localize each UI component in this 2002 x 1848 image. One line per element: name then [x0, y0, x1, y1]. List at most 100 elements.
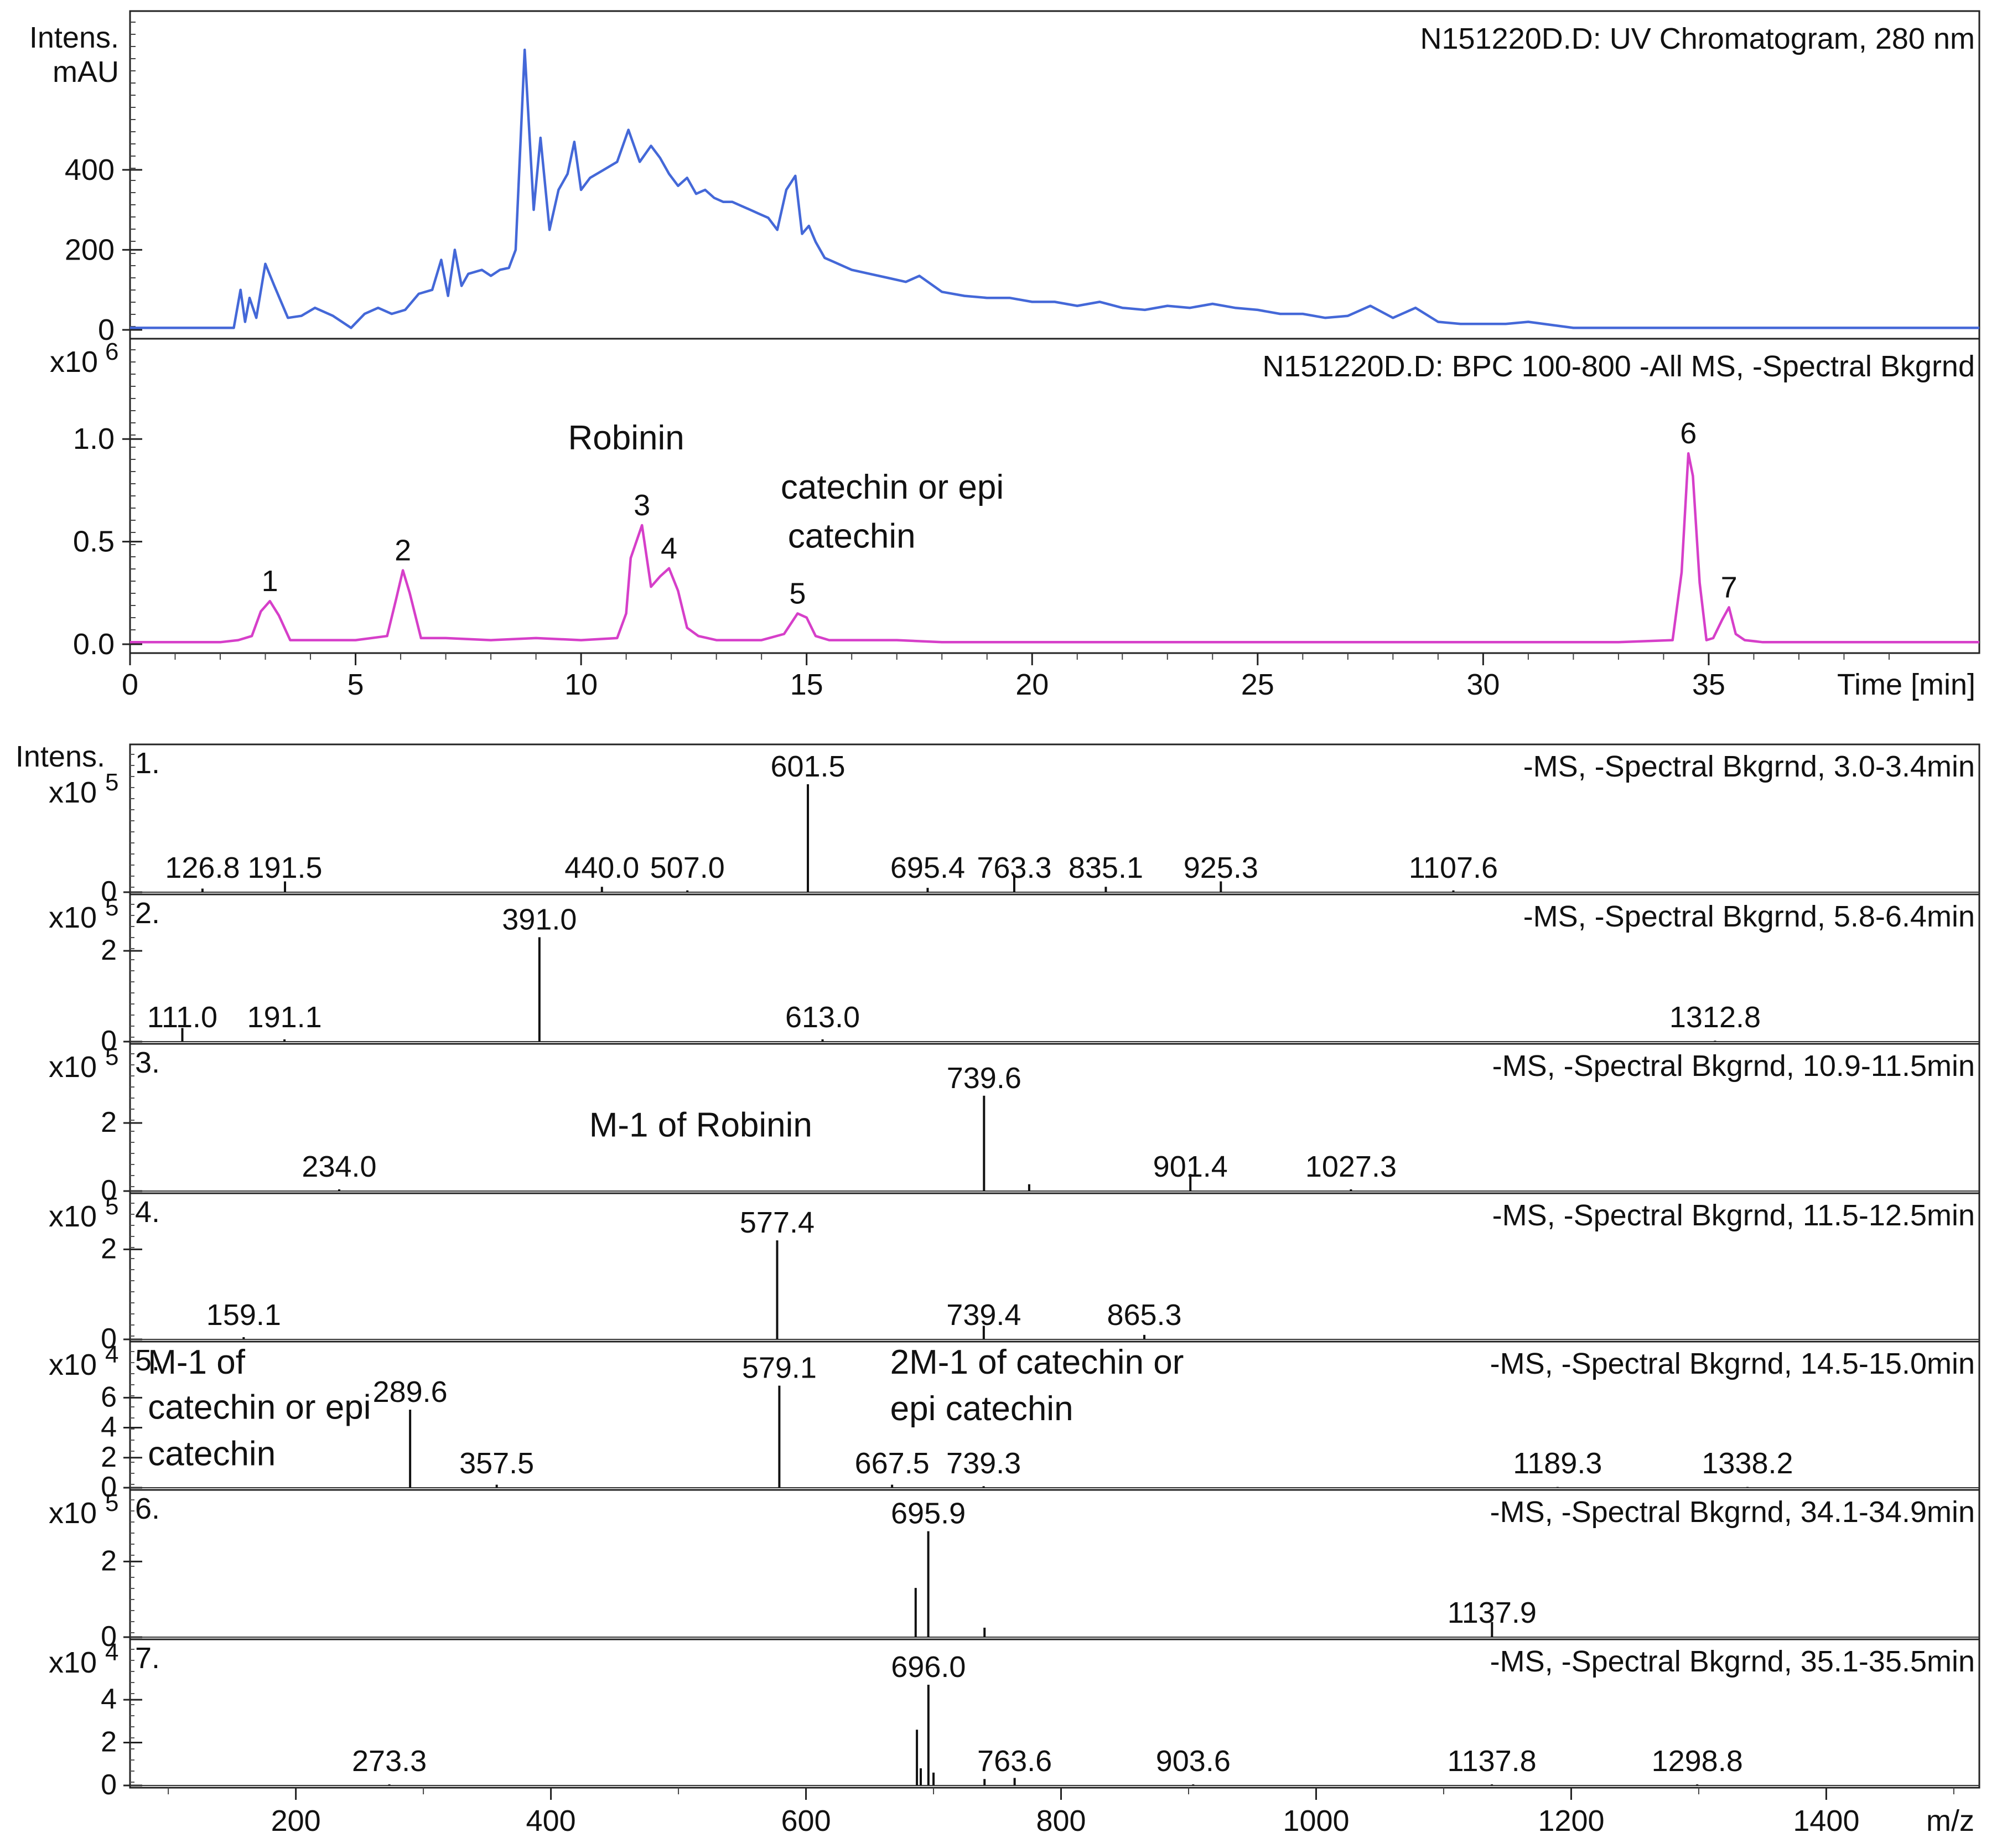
ms3-annotation: M-1 of Robinin: [589, 1106, 812, 1145]
mz-xtick-label: 400: [526, 1804, 576, 1837]
ms1-peak-label: 1107.6: [1409, 851, 1498, 884]
ms3-peak-label: 234.0: [302, 1150, 376, 1183]
ms6-title: -MS, -Spectral Bkgrnd, 34.1-34.9min: [1490, 1495, 1975, 1529]
bpc-panel: 0.0 0.5 1.0 N151220D.D: BPC 100-800 -All MS…: [50, 338, 1980, 701]
bpc-title: N151220D.D: BPC 100-800 -All MS, -Spectr…: [1262, 350, 1975, 383]
ms7-ytick-label: 2: [101, 1726, 117, 1758]
ms5-annotation: epi catechin: [890, 1390, 1073, 1428]
ms5-yexp: 4: [105, 1341, 118, 1368]
ms1-peak-label: 763.3: [977, 851, 1051, 884]
ms7-peak-label: 763.6: [977, 1745, 1052, 1778]
ms5-ytick-label: 2: [101, 1441, 117, 1473]
ms7-spectrum-number: 7.: [135, 1642, 160, 1675]
ms1-spectrum-number: 1.: [135, 747, 160, 780]
ms4-yexp: 5: [105, 1193, 118, 1220]
bpc-ytick-label: 0.0: [73, 628, 115, 661]
ms3-peak-label: 1027.3: [1305, 1150, 1397, 1183]
ms7-yexp: 4: [105, 1639, 118, 1666]
mz-xtick-label: 200: [271, 1804, 321, 1837]
mz-xtick-label: 1400: [1793, 1804, 1859, 1837]
ms3-peak-label: 901.4: [1153, 1150, 1228, 1183]
ms1-peak-label: 191.5: [247, 851, 322, 884]
ms2-peak-label: 111.0: [147, 1001, 217, 1034]
ms6-ytick-label: 2: [101, 1545, 117, 1577]
ms7-frame: [129, 1638, 1980, 1789]
ms1-peak-label: 835.1: [1069, 851, 1143, 884]
ms5-peak-label: 357.5: [459, 1447, 534, 1480]
ms5-annotation: M-1 of: [148, 1343, 245, 1381]
ms7-ymult: x10: [49, 1646, 97, 1679]
ms5-peak-label: 1189.3: [1513, 1447, 1602, 1480]
ms2-peak-label: 1312.8: [1669, 1001, 1761, 1034]
ms4-title: -MS, -Spectral Bkgrnd, 11.5-12.5min: [1492, 1199, 1975, 1232]
ms2-ytick-label: 2: [101, 934, 117, 966]
bpc-ytick-label: 0.5: [73, 525, 115, 558]
ms5-title: -MS, -Spectral Bkgrnd, 14.5-15.0min: [1490, 1347, 1975, 1380]
ms4-ymult: x10: [49, 1200, 97, 1233]
compound-annotation: catechin: [788, 517, 916, 556]
ms7-title: -MS, -Spectral Bkgrnd, 35.1-35.5min: [1490, 1645, 1975, 1678]
ms5-peak-label: 667.5: [855, 1447, 930, 1480]
ms1-peak-label: 507.0: [650, 851, 725, 884]
ms5-ytick-label: 4: [101, 1411, 117, 1443]
uv-panel: 0 200 400 N151220D.D: UV Chromatogram, 280 …: [29, 10, 1980, 346]
ms5-ytick-label: 0: [101, 1471, 117, 1503]
ms1-peak-label: 440.0: [564, 851, 639, 884]
ms1-yexp: 5: [105, 769, 118, 796]
ms6-spectrum-number: 6.: [135, 1492, 160, 1525]
uv-ytick-label: 0: [98, 313, 115, 346]
ms5-annotation: catechin: [148, 1435, 276, 1473]
ms3-yexp: 5: [105, 1043, 118, 1070]
ms7-peak-label: 1137.8: [1448, 1745, 1537, 1778]
ms6-yexp: 5: [105, 1489, 118, 1516]
time-xtick-label: 5: [348, 668, 364, 701]
peak-label: 2: [395, 534, 411, 567]
ms5-peak-label: 1338.2: [1702, 1447, 1793, 1480]
ms2-peak-label: 613.0: [785, 1001, 860, 1034]
uv-ylabel-line2: mAU: [53, 55, 119, 89]
ms1-panel: 0 Intens.x10 5 1. -MS, -Spectral Bkgrnd, 3.0…: [15, 740, 1980, 908]
ms4-peak-label: 577.4: [740, 1206, 815, 1239]
ms6-peak-label: 1137.9: [1448, 1596, 1537, 1629]
bpc-ymult: x10: [50, 345, 98, 379]
ms5-spectrum-number: 5.: [135, 1344, 160, 1377]
ms7-ytick-label: 4: [101, 1683, 117, 1715]
ms4-ytick-label: 0: [101, 1323, 117, 1355]
bpc-yexp: 6: [105, 338, 118, 365]
ms3-peak-label: 739.6: [947, 1062, 1021, 1095]
bpc-trace: [130, 452, 1979, 644]
ms5-annotation: catechin or epi: [148, 1388, 371, 1426]
ms4-peak-label: 865.3: [1107, 1298, 1181, 1332]
ms2-ymult: x10: [49, 901, 97, 934]
ms1-ylabel: Intens.: [15, 740, 105, 773]
ms5-ytick-label: 6: [101, 1381, 117, 1413]
peak-label: 7: [1721, 571, 1738, 604]
ms6-ytick-label: 0: [101, 1621, 117, 1653]
ms4-ytick-label: 2: [101, 1233, 117, 1265]
uv-title: N151220D.D: UV Chromatogram, 280 nm: [1420, 22, 1975, 55]
peak-label: 1: [262, 565, 278, 598]
ms3-title: -MS, -Spectral Bkgrnd, 10.9-11.5min: [1492, 1049, 1975, 1083]
ms2-peak-label: 391.0: [502, 903, 577, 936]
ms1-peak-label: 925.3: [1184, 851, 1258, 884]
ms5-ymult: x10: [49, 1348, 97, 1381]
ms7-peak-label: 1298.8: [1652, 1745, 1743, 1778]
mz-xtick-label: 1200: [1538, 1804, 1604, 1837]
time-xtick-label: 25: [1241, 668, 1274, 701]
mz-xtick-label: 600: [781, 1804, 831, 1837]
time-xtick-label: 20: [1015, 668, 1049, 701]
ms3-ymult: x10: [49, 1050, 97, 1084]
ms6-peak-label: 695.9: [891, 1497, 966, 1530]
uv-trace: [130, 48, 1979, 329]
time-xtick-label: 35: [1692, 668, 1725, 701]
mz-xtick-label: 800: [1036, 1804, 1086, 1837]
ms2-title: -MS, -Spectral Bkgrnd, 5.8-6.4min: [1523, 900, 1975, 933]
ms7-peak-label: 696.0: [891, 1650, 966, 1684]
uv-ytick-label: 200: [65, 233, 115, 266]
ms1-peak-label: 695.4: [890, 851, 965, 884]
bpc-ytick-label: 1.0: [73, 422, 115, 455]
